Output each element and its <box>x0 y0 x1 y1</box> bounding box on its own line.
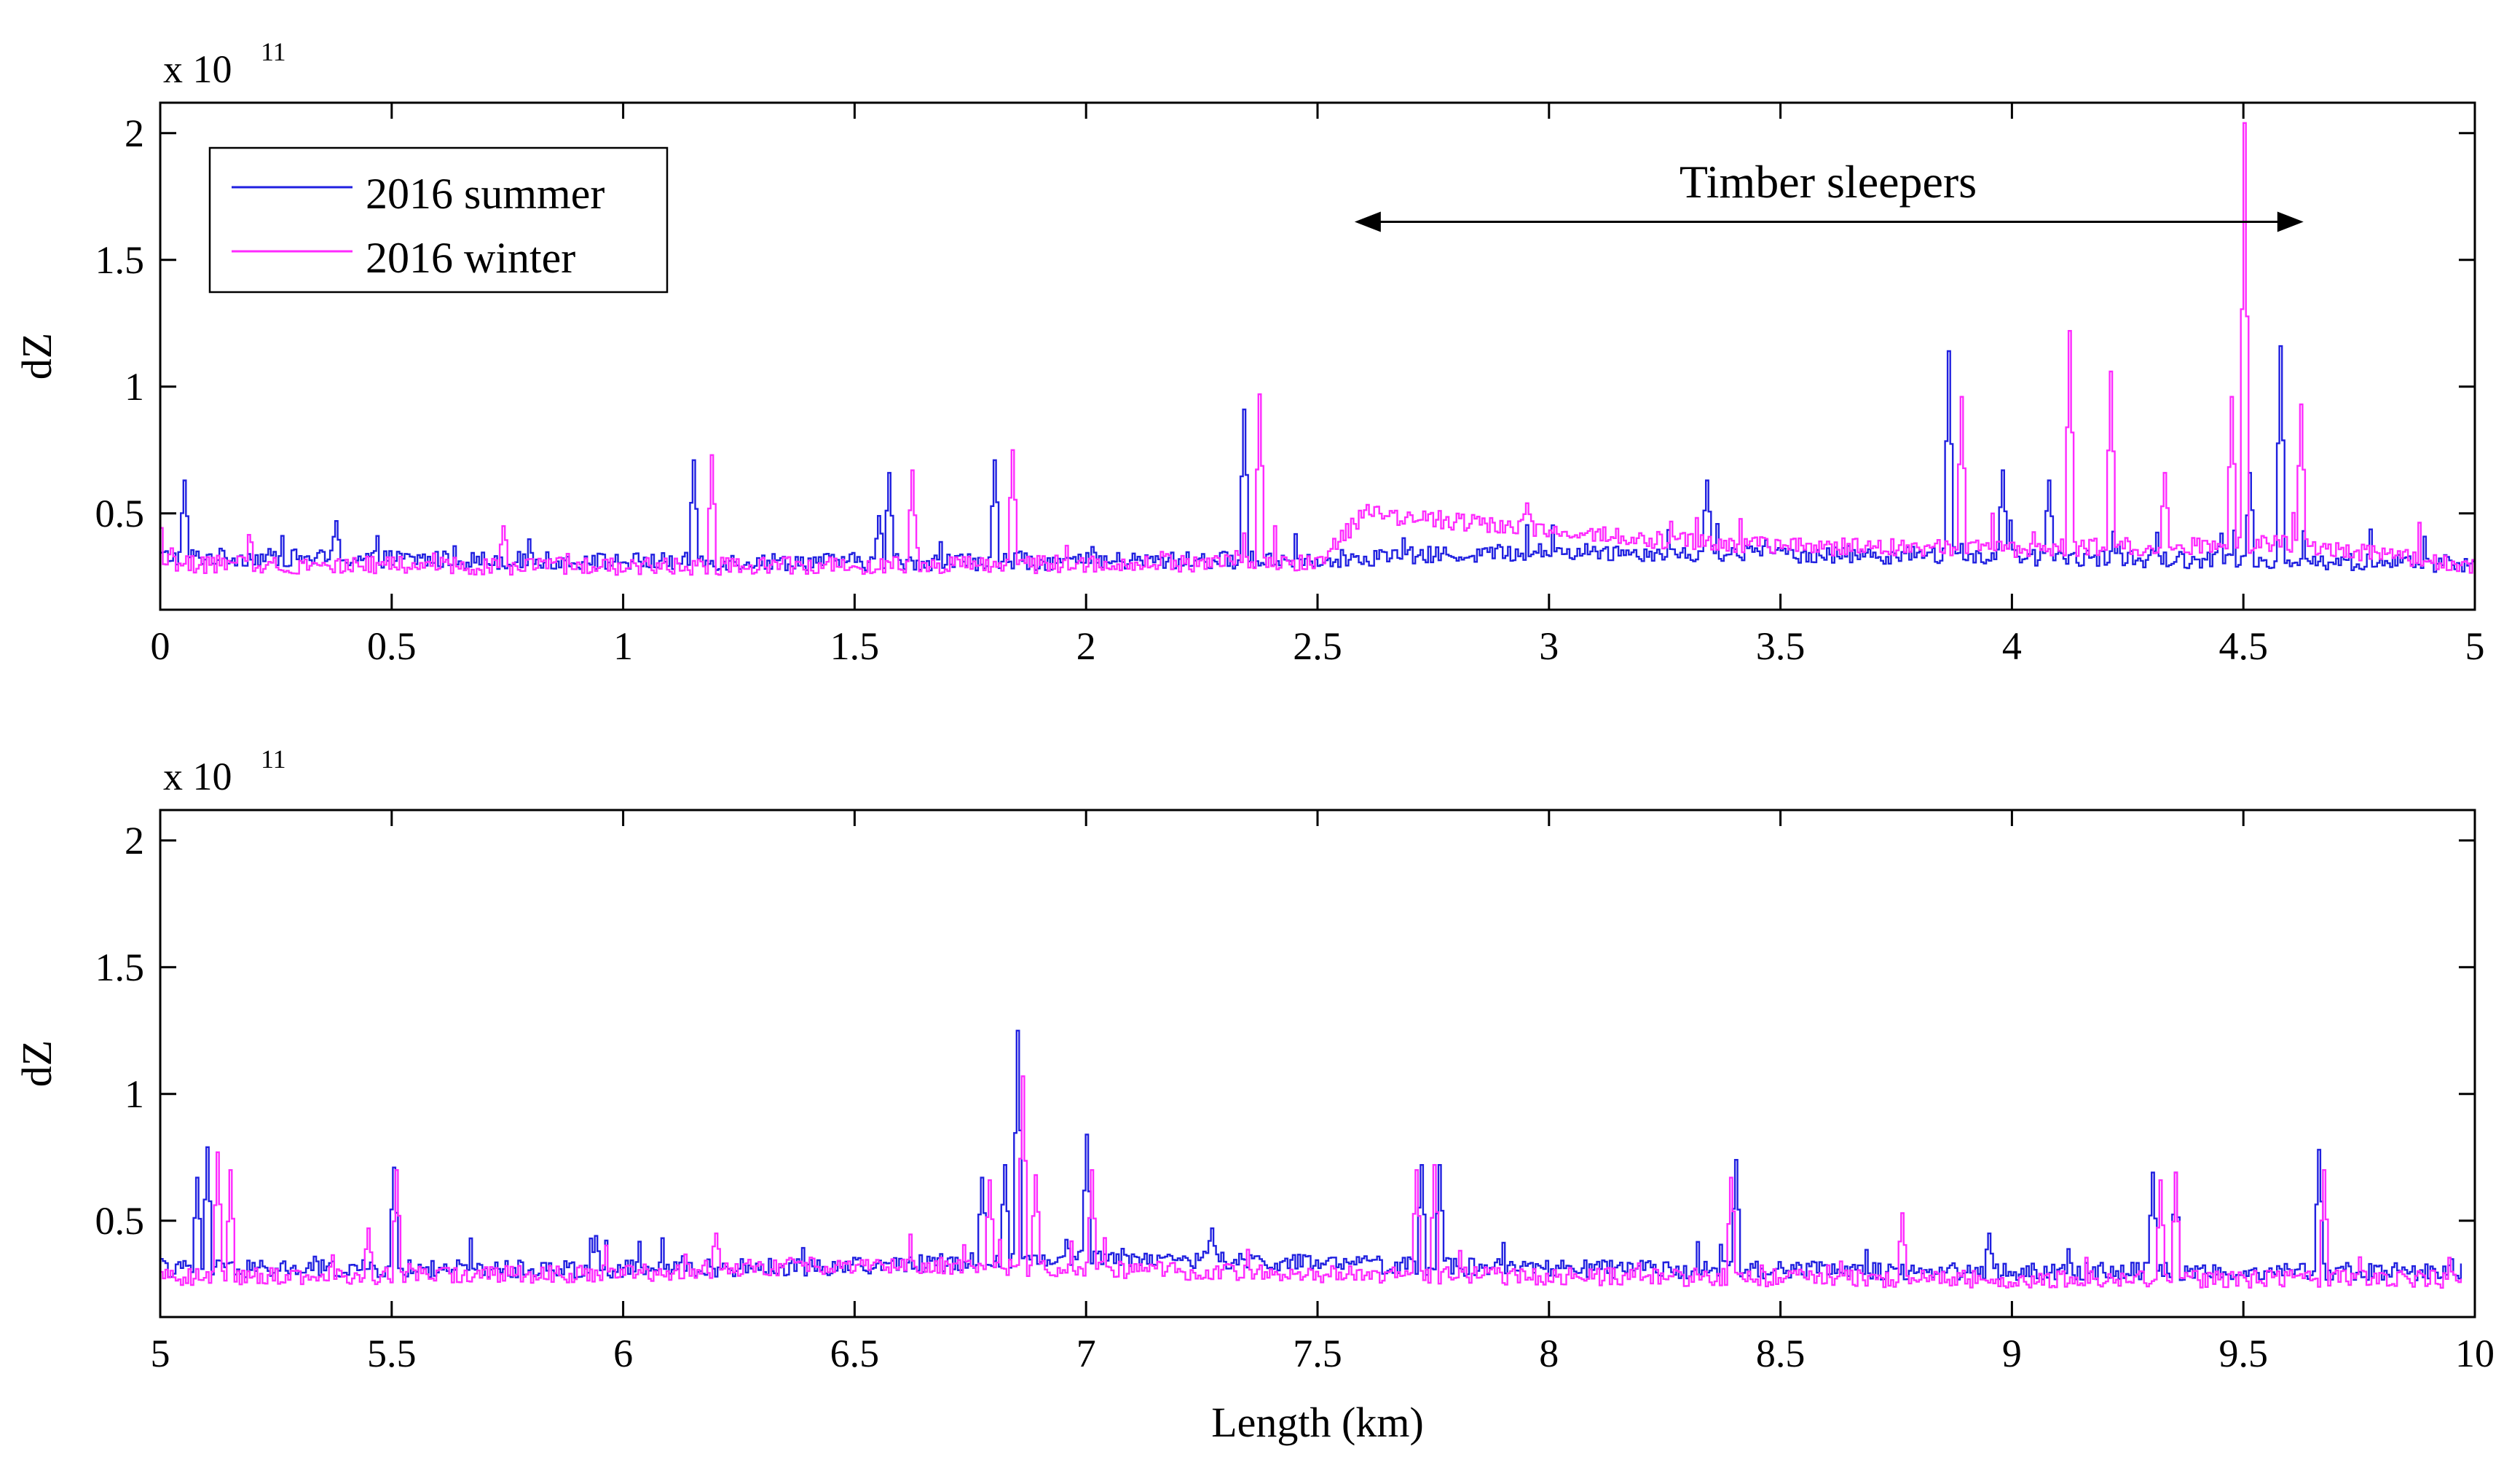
y-tick-label: 2 <box>125 111 144 155</box>
x-tick-label: 1.5 <box>830 624 880 668</box>
ticks-top: 0 0.5 1 1.5 2 2.5 3 3.5 4 4.5 5 0.5 1 1.5 2 <box>95 103 2485 668</box>
chart-panel-top: 0 0.5 1 1.5 2 2.5 3 3.5 4 4.5 5 0.5 1 1.5 2 x 10 11 dZ… <box>13 37 2485 668</box>
x-tick-label: 9 <box>2002 1332 2022 1375</box>
x-tick-label: 0.5 <box>367 624 417 668</box>
x-tick-label: 9.5 <box>2218 1332 2268 1375</box>
legend-label-summer: 2016 summer <box>366 170 605 218</box>
x-tick-label: 5.5 <box>367 1332 417 1375</box>
legend: 2016 summer 2016 winter <box>208 146 669 294</box>
y-exponent-base-top: x 10 <box>163 47 232 91</box>
x-tick-label: 8 <box>1539 1332 1559 1375</box>
x-axis-label: Length (km) <box>1211 1399 1424 1446</box>
legend-box <box>208 146 669 294</box>
series-line-winter <box>160 1075 2462 1289</box>
x-tick-label: 7.5 <box>1293 1332 1342 1375</box>
y-exponent-power-bottom: 11 <box>261 744 286 774</box>
x-tick-label: 8.5 <box>1756 1332 1806 1375</box>
y-axis-label-bottom: dZ <box>13 1040 60 1087</box>
x-tick-label: 4.5 <box>2218 624 2268 668</box>
x-tick-label: 5 <box>151 1332 170 1375</box>
y-exponent-power-top: 11 <box>261 37 286 66</box>
x-tick-label: 0 <box>151 624 170 668</box>
plot-lines-top <box>160 122 2476 576</box>
x-tick-label: 6 <box>613 1332 633 1375</box>
y-axis-label-top: dZ <box>13 333 60 380</box>
y-tick-label: 1.5 <box>95 238 145 282</box>
x-tick-label: 3.5 <box>1756 624 1806 668</box>
legend-label-winter: 2016 winter <box>366 234 575 282</box>
series-line-winter <box>160 122 2476 576</box>
x-tick-label: 4 <box>2002 624 2022 668</box>
arrowhead-left <box>1354 211 1381 232</box>
timber-sleepers-annotation: Timber sleepers <box>1354 156 2304 232</box>
plot-lines-bottom <box>160 1029 2462 1289</box>
arrowhead-right <box>2277 211 2304 232</box>
y-tick-label: 1.5 <box>95 946 145 989</box>
y-tick-label: 1 <box>125 365 144 409</box>
ticks-bottom: 5 5.5 6 6.5 7 7.5 8 8.5 9 9.5 10 0.5 1 1.5 2 <box>95 810 2495 1375</box>
x-tick-label: 3 <box>1539 624 1559 668</box>
chart-panel-bottom: 5 5.5 6 6.5 7 7.5 8 8.5 9 9.5 10 0.5 1 1.5 2 x 10 11 d… <box>13 744 2495 1446</box>
x-tick-label: 10 <box>2455 1332 2495 1375</box>
y-tick-label: 0.5 <box>95 492 145 535</box>
y-tick-label: 1 <box>125 1072 144 1116</box>
y-tick-label: 0.5 <box>95 1199 145 1243</box>
x-tick-label: 6.5 <box>830 1332 880 1375</box>
x-tick-label: 2.5 <box>1293 624 1342 668</box>
y-tick-label: 2 <box>125 819 144 862</box>
x-tick-label: 5 <box>2465 624 2485 668</box>
y-exponent-base-bottom: x 10 <box>163 755 232 798</box>
x-tick-label: 1 <box>613 624 633 668</box>
x-tick-label: 2 <box>1076 624 1096 668</box>
x-tick-label: 7 <box>1076 1332 1096 1375</box>
annotation-label: Timber sleepers <box>1680 156 1977 208</box>
